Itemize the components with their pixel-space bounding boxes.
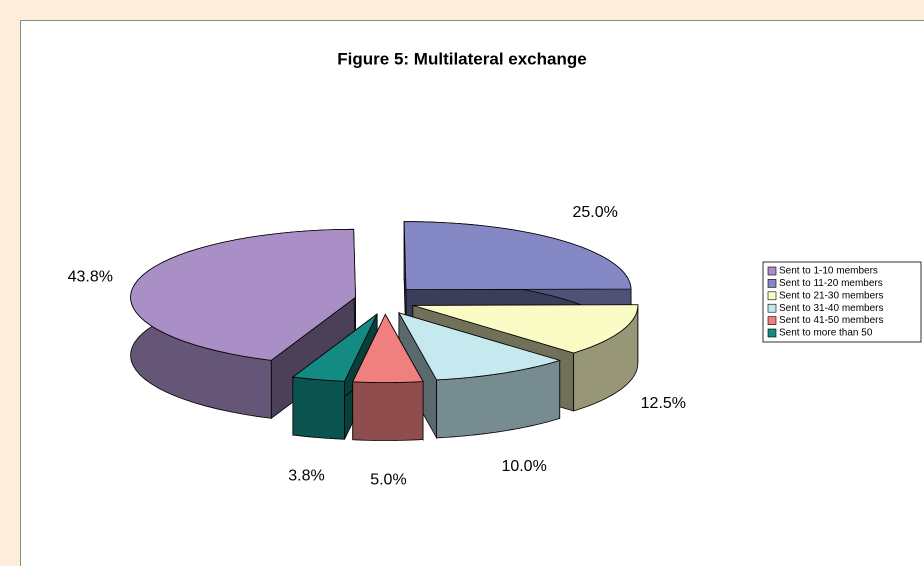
data-label: 43.8% — [68, 268, 113, 285]
data-label: 5.0% — [370, 472, 406, 489]
slice — [291, 313, 378, 382]
data-label: 12.5% — [641, 395, 686, 412]
legend-label: Sent to 41-50 members — [779, 315, 884, 326]
legend-swatch — [767, 266, 777, 276]
legend-box — [762, 261, 922, 343]
legend-label: Sent to 1-10 members — [779, 266, 878, 277]
slice-wall — [352, 381, 424, 441]
data-label: 3.8% — [288, 467, 324, 484]
legend-swatch — [767, 279, 777, 288]
slice — [398, 312, 562, 381]
data-label: 10.0% — [501, 458, 546, 475]
legend-label: Sent to more than 50 — [779, 328, 873, 339]
legend-swatch — [767, 303, 777, 313]
legend-label: Sent to 11-20 members — [779, 278, 883, 289]
slice — [352, 313, 424, 383]
legend-swatch — [767, 316, 777, 325]
chart-title: Figure 5: Multilateral exchange — [337, 49, 586, 68]
legend-swatch — [767, 328, 777, 338]
legend-swatch — [767, 291, 777, 301]
slice — [412, 304, 639, 354]
legend-label: Sent to 21-30 members — [779, 290, 884, 301]
data-label: 25.0% — [573, 204, 618, 221]
legend-label: Sent to 31-40 members — [779, 303, 884, 314]
slice-wall — [292, 376, 345, 440]
slice — [130, 228, 356, 361]
slice — [403, 221, 632, 291]
